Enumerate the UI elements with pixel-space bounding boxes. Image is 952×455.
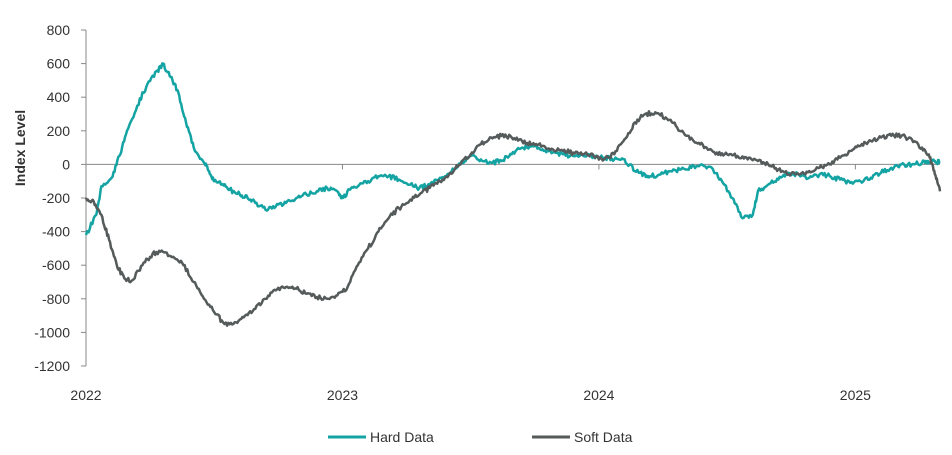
y-tick-label: -1000 <box>34 324 70 340</box>
y-axis-label: Index Level <box>12 110 28 186</box>
y-tick-label: 200 <box>47 123 71 139</box>
plot-area <box>84 62 942 327</box>
series-line-soft-data <box>84 110 942 327</box>
y-tick-label: 600 <box>47 56 71 72</box>
y-tick-label: -800 <box>42 291 70 307</box>
x-axis: 2022 2023 2024 2025 <box>70 163 940 403</box>
x-tick-label: 2023 <box>327 387 358 403</box>
legend-label: Hard Data <box>370 429 434 445</box>
y-tick-label: 400 <box>47 89 71 105</box>
y-tick-label: -400 <box>42 224 70 240</box>
x-tick-label: 2022 <box>70 387 101 403</box>
y-axis: 800 600 400 200 0 -200 -400 -600 -800 -1000 -1200 <box>34 22 87 374</box>
series-line-hard-data <box>84 62 941 236</box>
x-tick-label: 2024 <box>583 387 614 403</box>
legend-label: Soft Data <box>574 429 633 445</box>
y-tick-label: -200 <box>42 190 70 206</box>
y-tick-label: -600 <box>42 257 70 273</box>
x-tick-label: 2025 <box>840 387 871 403</box>
y-tick-label: -1200 <box>34 358 70 374</box>
y-tick-label: 0 <box>62 156 70 172</box>
legend: Hard Data Soft Data <box>328 429 633 445</box>
y-tick-label: 800 <box>47 22 71 38</box>
